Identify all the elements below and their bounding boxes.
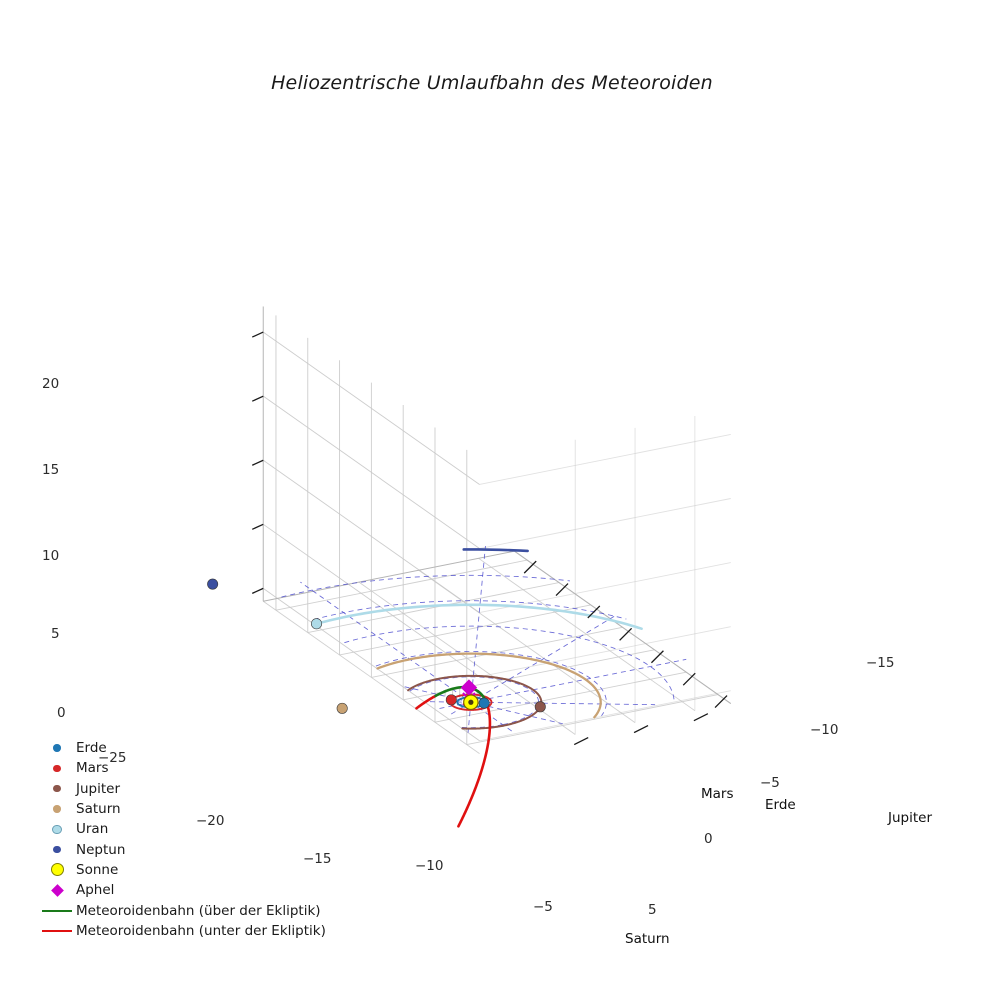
body-label-jupiter: Jupiter bbox=[888, 810, 933, 826]
x-axis-tick-label: −25 bbox=[98, 750, 127, 766]
x-axis-tick-label: 5 bbox=[648, 902, 657, 918]
erde-marker-icon bbox=[38, 744, 76, 752]
page-title: Heliozentrische Umlaufbahn des Meteoroid… bbox=[271, 72, 713, 94]
y-axis-tick-label: −5 bbox=[760, 775, 780, 791]
neptun-marker-icon bbox=[38, 845, 76, 854]
legend-label: Neptun bbox=[76, 841, 126, 858]
x-axis-tick-label: −20 bbox=[196, 813, 225, 829]
x-axis-tick-label: −5 bbox=[533, 899, 553, 915]
z-axis-tick-label: 20 bbox=[42, 376, 60, 392]
legend-label: Saturn bbox=[76, 801, 121, 818]
legend-item-uran[interactable]: Uran bbox=[38, 819, 326, 839]
y-axis-tick-label: −15 bbox=[866, 655, 895, 671]
axes-panes-grid bbox=[262, 306, 732, 754]
jupiter-marker-icon bbox=[38, 784, 76, 793]
body-label-erde: Erde bbox=[765, 797, 796, 813]
orbit-line-icon bbox=[38, 909, 76, 912]
z-axis-tick-label: 5 bbox=[51, 626, 60, 642]
x-axis-tick-label: −15 bbox=[303, 851, 332, 867]
axis-tick-marks bbox=[251, 331, 728, 746]
body-label-saturn: Saturn bbox=[625, 931, 670, 947]
legend-item-orbit-above[interactable]: Meteoroidenbahn (über der Ekliptik) bbox=[38, 900, 326, 920]
legend: Erde Mars Jupiter Saturn Uran Neptun Sonne Aphe… bbox=[38, 738, 326, 941]
legend-label: Meteoroidenbahn (unter der Ekliptik) bbox=[76, 922, 326, 939]
y-axis-tick-label: −10 bbox=[810, 722, 839, 738]
legend-label: Aphel bbox=[76, 882, 115, 899]
body-markers bbox=[207, 578, 546, 714]
legend-label: Mars bbox=[76, 760, 109, 777]
legend-label: Sonne bbox=[76, 861, 119, 878]
z-axis-tick-label: 0 bbox=[57, 705, 66, 721]
sonne-marker-icon bbox=[38, 863, 76, 877]
z-axis-tick-label: 15 bbox=[42, 462, 60, 478]
legend-label: Meteoroidenbahn (über der Ekliptik) bbox=[76, 902, 321, 919]
z-axis-tick-label: 10 bbox=[42, 548, 60, 564]
legend-item-aphel[interactable]: Aphel bbox=[38, 880, 326, 900]
legend-item-mars[interactable]: Mars bbox=[38, 758, 326, 778]
legend-label: Jupiter bbox=[76, 780, 121, 797]
legend-label: Uran bbox=[76, 821, 109, 838]
legend-item-erde[interactable]: Erde bbox=[38, 738, 326, 758]
legend-item-sonne[interactable]: Sonne bbox=[38, 860, 326, 880]
legend-item-jupiter[interactable]: Jupiter bbox=[38, 779, 326, 799]
aphel-marker-icon bbox=[38, 883, 76, 897]
mars-marker-icon bbox=[38, 764, 76, 773]
uran-marker-icon bbox=[38, 824, 76, 835]
x-axis-tick-label: −10 bbox=[415, 858, 444, 874]
legend-item-neptun[interactable]: Neptun bbox=[38, 839, 326, 859]
saturn-marker-icon bbox=[38, 805, 76, 813]
orbit-line-icon bbox=[38, 929, 76, 932]
legend-label: Erde bbox=[76, 740, 107, 757]
legend-item-saturn[interactable]: Saturn bbox=[38, 799, 326, 819]
body-label-mars: Mars bbox=[701, 786, 734, 802]
x-axis-tick-label: 0 bbox=[704, 831, 713, 847]
legend-item-orbit-below[interactable]: Meteoroidenbahn (unter der Ekliptik) bbox=[38, 921, 326, 941]
outer-planet-orbits bbox=[316, 548, 643, 730]
